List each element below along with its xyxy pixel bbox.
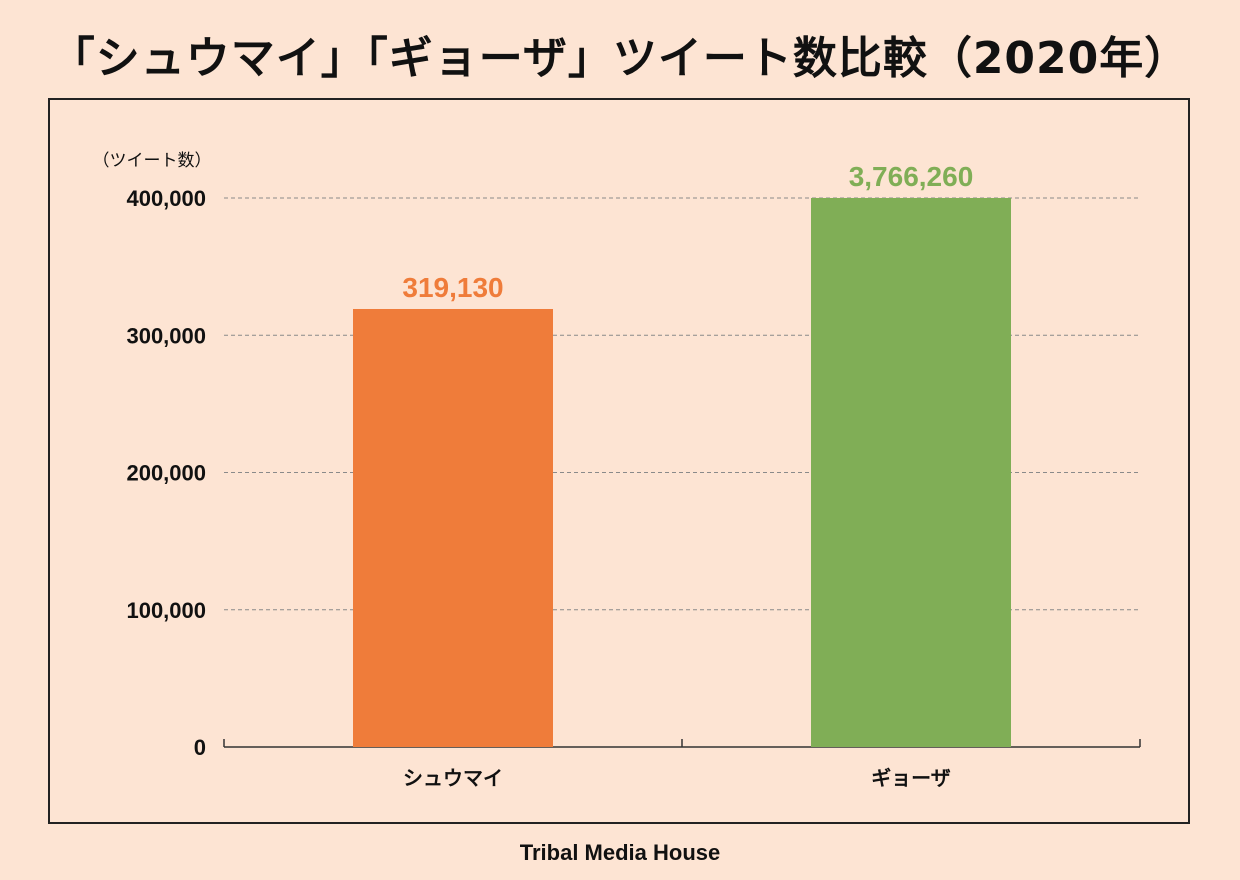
labels: （ツイート数） 0 100,000 200,000 300,000 400,000 319,… <box>93 151 974 790</box>
chart-title: 「シュウマイ」「ギョーザ」ツイート数比較（2020年） <box>50 33 1190 84</box>
bars <box>353 198 1011 747</box>
chart-frame <box>48 98 1190 824</box>
bar-1 <box>353 308 553 747</box>
bar-2 <box>811 198 1011 747</box>
y-tick-label: 300,000 <box>126 323 206 348</box>
y-axis-label: （ツイート数） <box>93 151 212 170</box>
data-label: 319,130 <box>402 272 503 303</box>
y-tick-label: 400,000 <box>126 186 206 211</box>
y-tick-label: 200,000 <box>126 461 206 486</box>
x-tick-label: シュウマイ <box>403 767 503 790</box>
x-tick-label: ギョーザ <box>871 767 951 790</box>
y-tick-label: 0 <box>194 735 206 760</box>
y-tick-label: 100,000 <box>126 598 206 623</box>
source-credit: Tribal Media House <box>519 840 721 865</box>
data-label: 3,766,260 <box>849 161 974 192</box>
